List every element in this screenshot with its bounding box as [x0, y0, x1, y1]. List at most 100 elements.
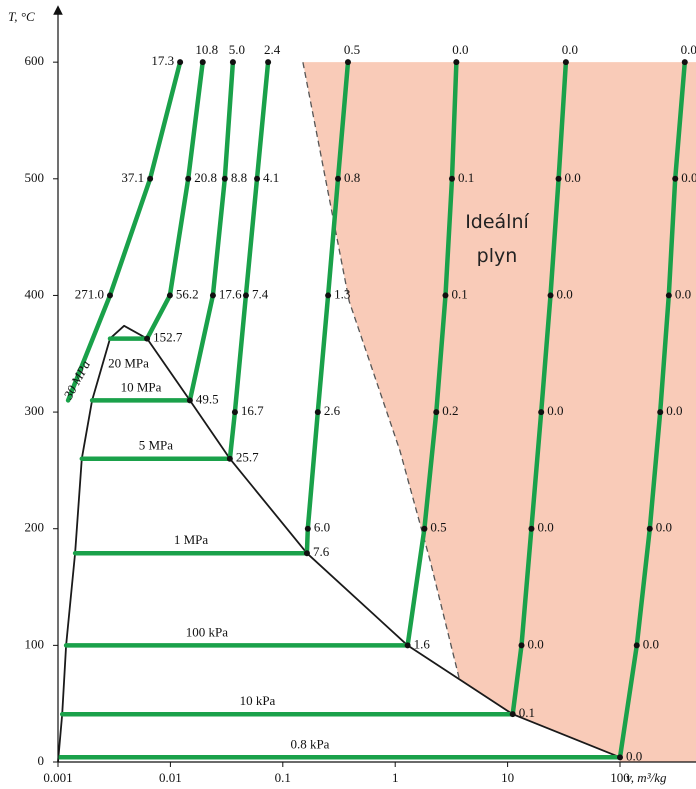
- data-point: [229, 59, 236, 66]
- saturation-dome: [57, 324, 621, 763]
- error-label: 0.0: [547, 403, 563, 418]
- ideal-gas-region: [302, 62, 696, 763]
- error-label: 5.0: [229, 42, 245, 57]
- x-tick-label: 100: [610, 770, 630, 785]
- data-point: [453, 59, 460, 66]
- data-point: [325, 292, 332, 299]
- error-label: 0.1: [458, 170, 474, 185]
- data-point: [633, 642, 640, 649]
- isobar-label: 30 MPa: [60, 357, 93, 402]
- error-label: 0.0: [452, 42, 468, 57]
- data-point: [665, 292, 672, 299]
- data-point: [421, 525, 428, 532]
- error-label: 0.8: [344, 170, 360, 185]
- error-label: 0.0: [675, 286, 691, 301]
- error-label: 37.1: [121, 170, 144, 185]
- x-tick-label: 1: [392, 770, 399, 785]
- data-point: [265, 59, 272, 66]
- data-point: [442, 292, 449, 299]
- isobar: [57, 59, 688, 760]
- error-label: 152.7: [153, 330, 183, 345]
- data-point: [433, 409, 440, 416]
- error-label: 1.3: [334, 286, 350, 301]
- error-label: 1.6: [414, 636, 431, 651]
- data-point: [144, 335, 151, 342]
- error-label: 0.5: [344, 42, 360, 57]
- error-label: 16.7: [241, 403, 264, 418]
- data-point: [509, 711, 516, 718]
- data-point: [646, 525, 653, 532]
- error-label: 0.5: [430, 520, 446, 535]
- x-axis-label: v, m³/kg: [626, 770, 667, 785]
- x-tick-label: 10: [501, 770, 514, 785]
- error-label: 7.6: [313, 544, 330, 559]
- isobar: [59, 59, 569, 717]
- error-label: 7.4: [252, 286, 269, 301]
- data-point: [166, 292, 173, 299]
- error-label: 49.5: [196, 391, 219, 406]
- isobar-label: 10 kPa: [240, 693, 276, 708]
- data-point: [672, 175, 679, 182]
- y-tick-label: 500: [25, 170, 45, 185]
- data-point: [254, 175, 261, 182]
- data-point: [404, 642, 411, 649]
- error-label: 17.6: [219, 286, 242, 301]
- isobar-label: 0.8 kPa: [290, 736, 329, 751]
- isobar: [79, 59, 271, 461]
- isobar: [89, 59, 236, 403]
- error-label: 10.8: [195, 42, 218, 57]
- error-label: 17.3: [151, 53, 174, 68]
- error-label: 0.0: [643, 636, 659, 651]
- error-label: 4.1: [263, 170, 279, 185]
- y-tick-label: 600: [25, 53, 45, 68]
- data-point: [547, 292, 554, 299]
- data-point: [528, 525, 535, 532]
- data-point: [344, 59, 351, 66]
- isobar-label: 1 MPa: [174, 532, 209, 547]
- x-tick-label: 0.001: [43, 770, 72, 785]
- error-label: 0.0: [666, 403, 682, 418]
- region-label: Ideální plyn: [465, 211, 529, 267]
- data-point: [185, 175, 192, 182]
- error-label: 0.0: [656, 520, 672, 535]
- data-point: [209, 292, 216, 299]
- data-point: [657, 409, 664, 416]
- y-tick-label: 100: [25, 636, 45, 651]
- error-label: 2.6: [324, 403, 341, 418]
- error-label: 2.4: [264, 42, 281, 57]
- error-label: 271.0: [75, 286, 104, 301]
- data-point: [304, 525, 311, 532]
- error-label: 0.1: [451, 286, 467, 301]
- x-tick-label: 0.1: [275, 770, 291, 785]
- isobar-label: 100 kPa: [186, 624, 228, 639]
- data-point: [231, 409, 238, 416]
- isobar-label: 10 MPa: [121, 379, 162, 394]
- data-point: [177, 59, 184, 66]
- data-point: [303, 550, 310, 557]
- error-label: 0.0: [681, 42, 696, 57]
- data-point: [562, 59, 569, 66]
- error-label: 0.2: [442, 403, 458, 418]
- data-point: [147, 175, 154, 182]
- data-point: [221, 175, 228, 182]
- error-label: 0.1: [519, 705, 535, 720]
- data-point: [617, 754, 623, 761]
- error-label: 0.0: [528, 636, 544, 651]
- data-point: [242, 292, 249, 299]
- data-point: [448, 175, 455, 182]
- data-point: [538, 409, 545, 416]
- error-label: 56.2: [176, 286, 199, 301]
- data-point: [335, 175, 342, 182]
- error-label: 8.8: [231, 170, 247, 185]
- data-point: [199, 59, 206, 66]
- data-point: [681, 59, 688, 66]
- error-label: 25.7: [236, 450, 259, 465]
- x-tick-label: 0.01: [159, 770, 182, 785]
- error-label: 0.0: [681, 170, 696, 185]
- data-point: [555, 175, 562, 182]
- data-point: [226, 455, 233, 462]
- error-label: 0.0: [557, 286, 573, 301]
- y-tick-label: 300: [25, 403, 45, 418]
- isobar: [65, 59, 183, 403]
- data-point: [314, 409, 321, 416]
